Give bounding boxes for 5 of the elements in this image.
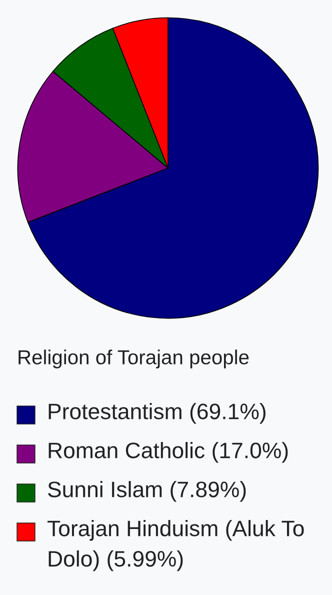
text: Religion of Torajan people [18,350,249,368]
legend-label: Protestantism (69.1%) [48,403,266,424]
legend-label: Sunni Islam (7.89%) [48,481,246,502]
legend-label: Roman Catholic (17.0%) [48,442,288,463]
legend-label: Torajan Hinduism (Aluk To Dolo) (5.99%) [48,520,304,572]
